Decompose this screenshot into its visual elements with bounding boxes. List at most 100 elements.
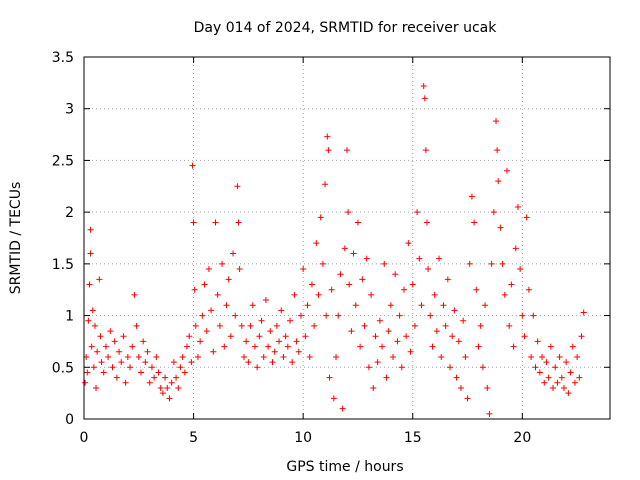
data-point (238, 322, 245, 329)
data-point (214, 291, 221, 298)
data-point (85, 317, 92, 324)
data-point (490, 209, 497, 216)
data-point (289, 359, 296, 366)
data-point (534, 338, 541, 345)
data-point (137, 369, 144, 376)
x-tick-label: 20 (513, 430, 531, 446)
data-point (89, 307, 96, 314)
data-point (433, 328, 440, 335)
data-point (319, 260, 326, 267)
y-tick-label: 3.5 (52, 50, 74, 66)
data-point (574, 353, 581, 360)
data-point (560, 384, 567, 391)
data-point (295, 348, 302, 355)
y-axis-title: SRMTID / TECUs (8, 182, 24, 295)
data-point (567, 369, 574, 376)
data-point (91, 322, 98, 329)
data-point (96, 276, 103, 283)
data-point (135, 353, 142, 360)
y-tick-label: 2 (65, 205, 74, 221)
data-point (216, 322, 223, 329)
data-point (451, 307, 458, 314)
data-point (337, 271, 344, 278)
data-point (325, 147, 332, 154)
data-point (88, 343, 95, 350)
data-point (344, 147, 350, 154)
data-point (460, 317, 467, 324)
axes: 0 0.5 1 1.5 2 2.5 3 3.5 0 5 10 15 20 (52, 50, 610, 446)
data-point (466, 260, 473, 267)
data-point (580, 309, 587, 316)
x-tick-label: 15 (404, 430, 422, 446)
data-point (368, 291, 375, 298)
data-point (186, 333, 193, 340)
data-point (84, 369, 91, 376)
data-point (131, 291, 138, 298)
data-point (494, 147, 501, 154)
data-point (190, 219, 197, 226)
data-point (317, 214, 324, 221)
y-tick-label: 2.5 (52, 153, 74, 169)
data-point (372, 333, 379, 340)
data-point (90, 364, 97, 371)
data-point (162, 374, 169, 381)
data-point (521, 333, 528, 340)
data-point (322, 181, 329, 188)
data-point (249, 302, 256, 309)
data-point (447, 364, 454, 371)
data-point (164, 384, 171, 391)
data-point (153, 353, 160, 360)
data-point (398, 364, 405, 371)
data-point (571, 379, 578, 386)
data-point (361, 322, 368, 329)
data-point (482, 302, 489, 309)
data-point (517, 266, 524, 273)
data-point (444, 276, 451, 283)
y-tick-label: 3 (65, 102, 74, 118)
data-point (477, 322, 484, 329)
data-point (210, 348, 217, 355)
data-point (191, 286, 198, 293)
data-point (127, 364, 134, 371)
data-point (205, 266, 212, 273)
data-point (100, 369, 107, 376)
data-point (497, 224, 504, 231)
data-point (431, 291, 438, 298)
data-point (508, 281, 515, 288)
data-point (234, 183, 241, 190)
y-tick-label: 0 (65, 412, 74, 428)
data-point (262, 297, 269, 304)
data-point (359, 276, 366, 283)
data-point (457, 384, 464, 391)
data-point (405, 240, 412, 247)
data-point (284, 343, 291, 350)
data-point (157, 384, 164, 391)
data-point (396, 312, 403, 319)
data-point (223, 302, 230, 309)
data-point (227, 333, 234, 340)
data-point (422, 147, 429, 154)
data-point (230, 250, 237, 257)
data-point (111, 338, 118, 345)
data-point (311, 322, 318, 329)
y-tick-label: 1 (65, 309, 74, 325)
data-point (326, 374, 333, 381)
data-point (429, 343, 436, 350)
data-point (390, 353, 397, 360)
data-point (315, 291, 322, 298)
data-point (345, 209, 352, 216)
data-point (179, 353, 186, 360)
data-point (300, 266, 307, 273)
data-point (175, 384, 182, 391)
data-point (488, 260, 495, 267)
data-point (352, 302, 359, 309)
data-point (271, 348, 278, 355)
data-point (308, 281, 315, 288)
data-point (212, 219, 219, 226)
x-tick-label: 5 (189, 430, 198, 446)
y-tick-label: 1.5 (52, 257, 74, 273)
data-point (464, 395, 471, 402)
data-point (387, 302, 394, 309)
plot-frame (83, 56, 611, 420)
data-point (394, 338, 401, 345)
